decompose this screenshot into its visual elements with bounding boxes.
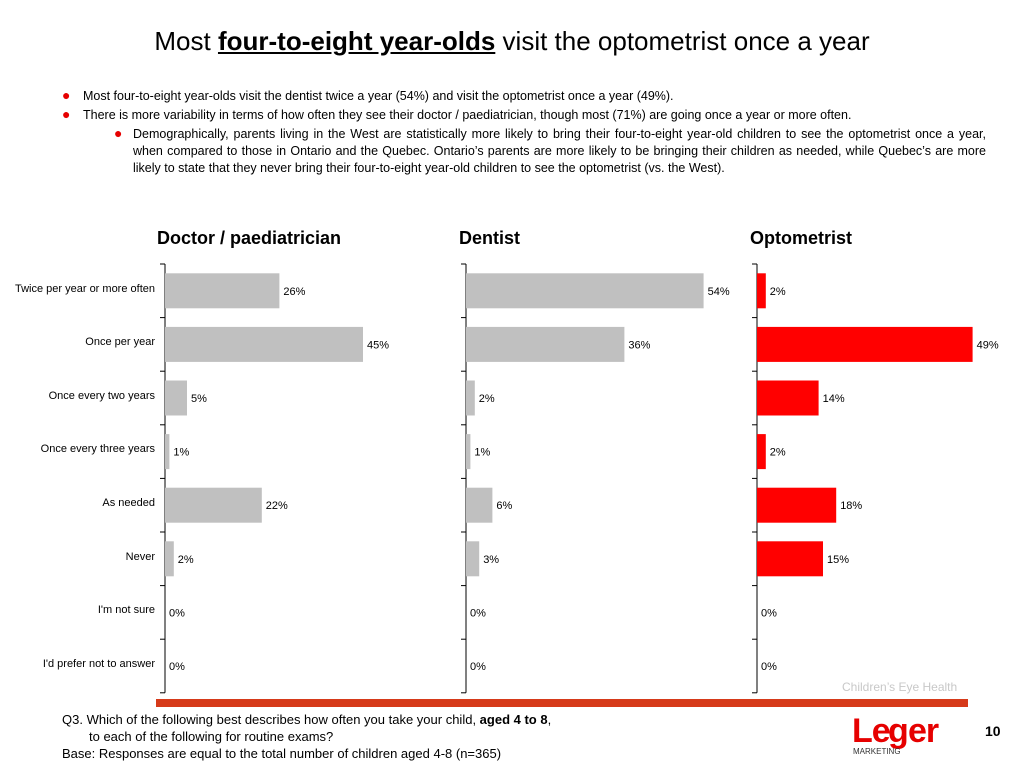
- data-label: 26%: [283, 286, 305, 298]
- svg-text:Le: Le: [852, 712, 890, 750]
- footer-note: Q3. Which of the following best describe…: [62, 712, 552, 761]
- data-label: 2%: [479, 393, 495, 405]
- bar: [466, 434, 471, 470]
- bar: [757, 541, 823, 577]
- panel-title-optometrist: Optometrist: [750, 228, 853, 248]
- leger-logo: Le g er MARKETING: [852, 712, 956, 771]
- bar: [466, 326, 625, 362]
- bar: [466, 380, 475, 416]
- data-label: 2%: [770, 447, 786, 459]
- data-label: 18%: [840, 500, 862, 512]
- bar-chart: 26% 45% 5% 1% 22% 2% 0% 0% 54% 36% 2% 1% 6% 3% 0% 0% 2% 4…: [160, 263, 999, 694]
- bar: [757, 326, 973, 362]
- sub-bullet-item: ● Demographically, parents living in the …: [114, 125, 986, 175]
- bar: [165, 326, 363, 362]
- caption: Children’s Eye Health: [842, 680, 958, 694]
- data-label: 0%: [470, 661, 486, 673]
- category-label: As needed: [102, 497, 155, 509]
- title-emphasis: four-to-eight year-olds: [217, 26, 496, 56]
- page-number: 10: [985, 723, 1001, 739]
- category-label: Never: [125, 551, 155, 563]
- category-label: I'd prefer not to answer: [42, 658, 155, 670]
- panel-title-doctor: Doctor / paediatrician: [157, 228, 342, 248]
- bullet-dot-icon: ●: [114, 125, 123, 141]
- panel-title-dentist: Dentist: [459, 228, 521, 248]
- bullet-dot-icon: ●: [62, 87, 71, 103]
- bar: [757, 380, 819, 416]
- summary-bullets: ● Most four-to-eight year-olds visit the …: [62, 87, 992, 177]
- data-label: 0%: [470, 607, 486, 619]
- data-label: 14%: [823, 393, 845, 405]
- category-label: I'm not sure: [97, 604, 155, 616]
- data-label: 6%: [496, 500, 512, 512]
- data-label: 1%: [173, 447, 189, 459]
- data-label: 15%: [827, 554, 849, 566]
- bullet-dot-icon: ●: [62, 106, 71, 122]
- bar: [757, 487, 837, 523]
- bar: [466, 487, 493, 523]
- category-label: Once per year: [85, 336, 155, 348]
- data-label: 0%: [169, 661, 185, 673]
- data-label: 1%: [474, 447, 490, 459]
- bar: [165, 273, 280, 309]
- bar: [165, 487, 262, 523]
- divider-bar: [156, 699, 968, 707]
- data-label: 0%: [169, 607, 185, 619]
- svg-text:MARKETING: MARKETING: [853, 747, 901, 756]
- bar: [165, 541, 174, 577]
- bullet-item: ● Most four-to-eight year-olds visit the …: [62, 87, 674, 103]
- data-label: 54%: [708, 286, 730, 298]
- bar: [757, 434, 766, 470]
- bar: [466, 273, 704, 309]
- data-label: 2%: [770, 286, 786, 298]
- svg-text:g: g: [888, 712, 909, 750]
- data-label: 2%: [178, 554, 194, 566]
- svg-text:er: er: [908, 712, 939, 750]
- data-label: 49%: [977, 339, 999, 351]
- page-title: Most four-to-eight year-olds visit the o…: [154, 26, 870, 56]
- data-label: 0%: [761, 607, 777, 619]
- bar: [165, 380, 187, 416]
- data-label: 5%: [191, 393, 207, 405]
- bar: [165, 434, 170, 470]
- category-label: Twice per year or more often: [14, 283, 155, 295]
- bar: [757, 273, 766, 309]
- data-label: 3%: [483, 554, 499, 566]
- bullet-item: ● There is more variability in terms of h…: [62, 106, 852, 122]
- data-label: 36%: [628, 339, 650, 351]
- data-label: 0%: [761, 661, 777, 673]
- category-label: Once every three years: [40, 443, 155, 455]
- bar: [466, 541, 480, 577]
- data-label: 22%: [266, 500, 288, 512]
- data-label: 45%: [367, 339, 389, 351]
- category-label: Once every two years: [48, 390, 155, 402]
